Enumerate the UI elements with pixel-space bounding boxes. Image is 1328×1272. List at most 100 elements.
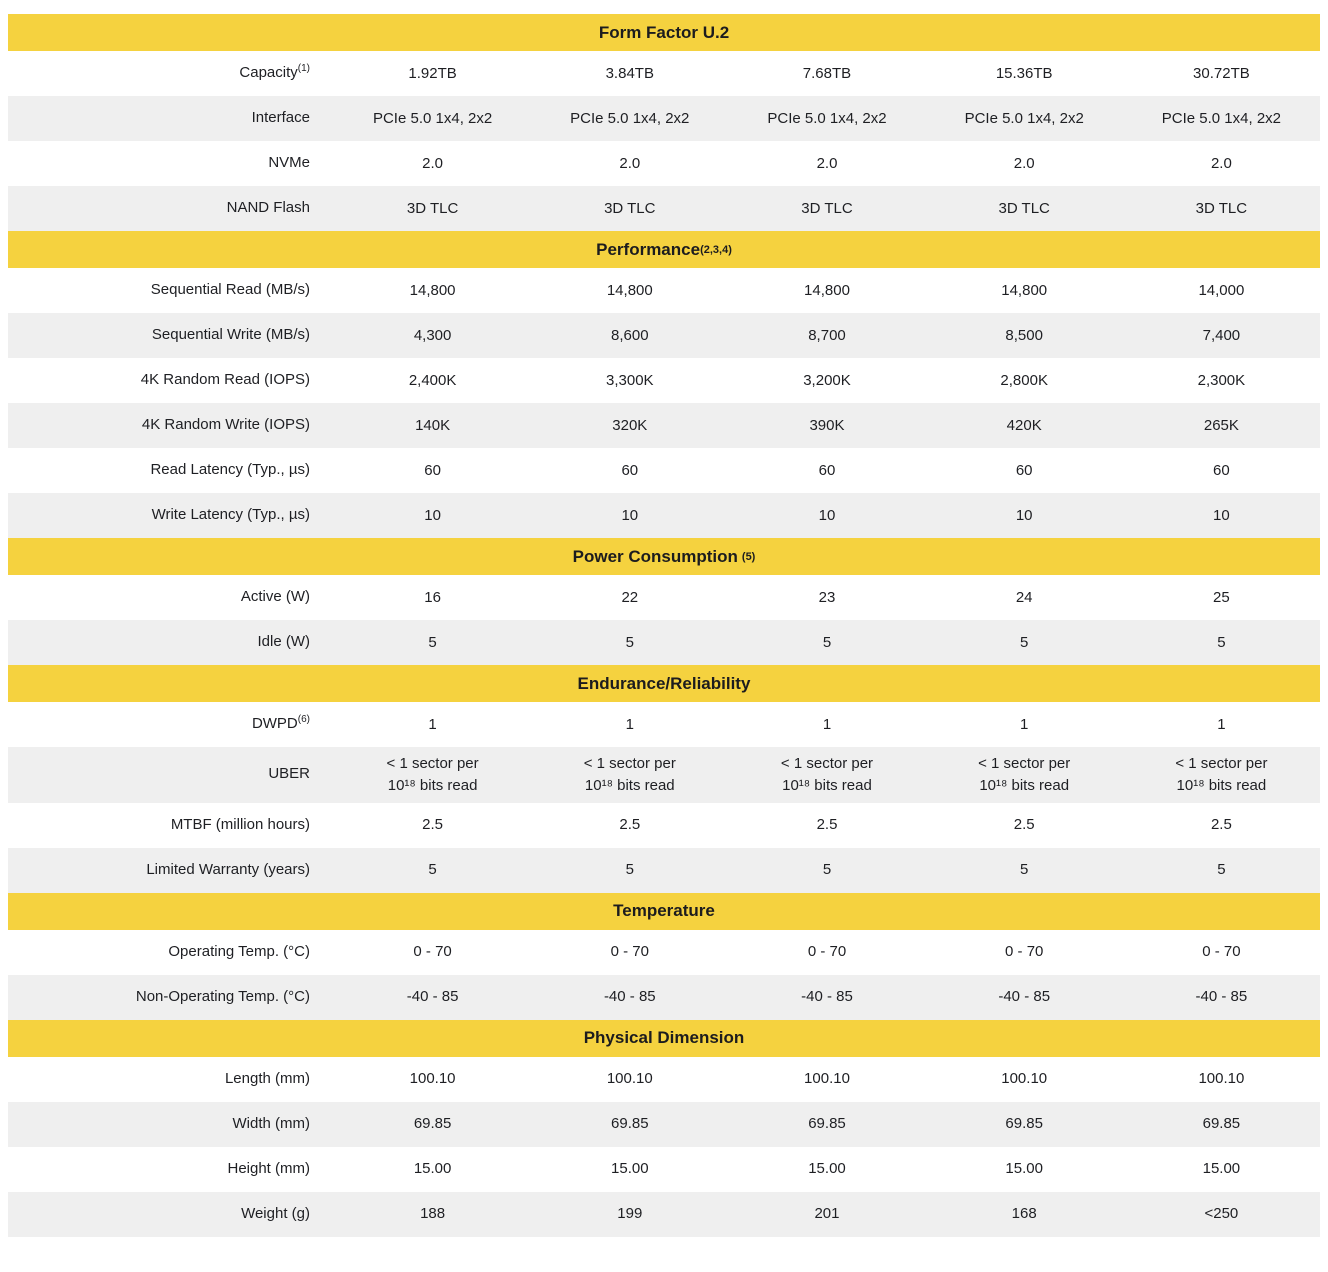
- spec-value: 2.0: [1013, 154, 1035, 172]
- spec-value: 69.85: [1005, 1115, 1043, 1133]
- row-label: Read Latency (Typ., µs): [8, 461, 334, 480]
- spec-value: 2.5: [619, 816, 641, 834]
- row-label-text: Length (mm): [224, 1069, 310, 1087]
- row-label-text: NVMe: [268, 154, 310, 172]
- spec-value: 69.85: [808, 1115, 846, 1133]
- row-label: DWPD(6): [8, 715, 334, 734]
- section-header: Power Consumption (5): [8, 538, 1320, 575]
- spec-value: 100.10: [1198, 1070, 1245, 1088]
- spec-value: 8,600: [611, 326, 649, 344]
- spec-value: 5: [625, 861, 634, 879]
- spec-value: 24: [1015, 588, 1033, 606]
- spec-value: PCIe 5.0 1x4, 2x2: [1161, 109, 1282, 127]
- spec-value: 10: [621, 506, 639, 524]
- spec-value: 5: [822, 861, 832, 879]
- spec-value: 140K: [415, 416, 451, 434]
- row-label-text: Read Latency (Typ., µs): [150, 461, 310, 479]
- spec-row: NVMe 2.0 2.0 2.0 2.0 2.0: [8, 141, 1320, 186]
- spec-value: 0 - 70: [1005, 943, 1044, 961]
- row-label: MTBF (million hours): [8, 816, 334, 835]
- spec-value: 7,400: [1202, 326, 1241, 344]
- spec-value: 2.5: [1013, 816, 1035, 834]
- spec-value: 15.00: [1005, 1160, 1043, 1178]
- spec-value: 14,800: [606, 281, 653, 299]
- row-label-text: Width (mm): [232, 1114, 311, 1132]
- spec-value: 0 - 70: [610, 943, 649, 961]
- row-label: Width (mm): [8, 1115, 334, 1134]
- section-title: Power Consumption: [572, 546, 738, 566]
- row-label-text: DWPD: [251, 715, 298, 733]
- spec-row: Height (mm) 15.00 15.00 15.00 15.00 15.00: [8, 1146, 1320, 1192]
- spec-row: Width (mm) 69.85 69.85 69.85 69.85 69.85: [8, 1101, 1320, 1147]
- row-label-text: 4K Random Write (IOPS): [141, 416, 310, 434]
- spec-row: DWPD(6) 1 1 1 1 1: [8, 702, 1320, 747]
- spec-value: 2,800K: [1000, 371, 1048, 389]
- spec-value: 2.0: [422, 154, 444, 172]
- spec-value: 5: [428, 633, 437, 651]
- spec-value: < 1 sector per 10¹⁸ bits read: [978, 755, 1071, 794]
- spec-row: Sequential Read (MB/s) 14,800 14,800 14,800…: [8, 268, 1320, 313]
- spec-value: 3D TLC: [1195, 199, 1248, 217]
- row-label-text: Active (W): [240, 588, 310, 606]
- spec-value: 60: [424, 461, 441, 479]
- spec-value: 2,400K: [408, 371, 457, 389]
- spec-row: Idle (W) 5 5 5 5 5: [8, 620, 1320, 665]
- row-label-text: Capacity: [239, 64, 298, 82]
- spec-value: 3.84TB: [605, 64, 654, 82]
- spec-row: UBER < 1 sector per 10¹⁸ bits read < 1 sec…: [8, 747, 1320, 803]
- row-label-text: Sequential Write (MB/s): [151, 326, 310, 344]
- spec-value: 1: [822, 715, 832, 733]
- row-label: Capacity(1): [8, 64, 334, 83]
- spec-value: -40 - 85: [603, 988, 656, 1006]
- spec-row: Write Latency (Typ., µs) 10 10 10 10 10: [8, 493, 1320, 538]
- spec-row: 4K Random Read (IOPS) 2,400K 3,300K 3,200K 2…: [8, 358, 1320, 403]
- spec-value: 14,800: [409, 281, 456, 299]
- spec-value: 390K: [809, 416, 845, 434]
- spec-value: 201: [814, 1205, 840, 1223]
- row-label: Idle (W): [8, 633, 334, 652]
- spec-row: Read Latency (Typ., µs) 60 60 60 60 60: [8, 448, 1320, 493]
- row-label-text: Sequential Read (MB/s): [150, 281, 310, 299]
- spec-value: 15.00: [808, 1160, 846, 1178]
- spec-row: Length (mm) 100.10 100.10 100.10 100.10 100.1…: [8, 1056, 1320, 1102]
- spec-value: 25: [1213, 588, 1230, 606]
- spec-value: 14,000: [1198, 281, 1245, 299]
- row-label: Length (mm): [8, 1070, 334, 1089]
- row-label: 4K Random Read (IOPS): [8, 371, 334, 390]
- row-label-superscript: (6): [297, 714, 310, 726]
- spec-value: 5: [822, 633, 832, 651]
- spec-value: 1: [1020, 715, 1029, 733]
- row-label-text: MTBF (million hours): [170, 815, 310, 833]
- spec-value: 14,800: [804, 281, 850, 299]
- spec-row: NAND Flash 3D TLC 3D TLC 3D TLC 3D TLC 3D TLC: [8, 186, 1320, 231]
- spec-value: 5: [625, 633, 634, 651]
- section-header: Temperature: [8, 892, 1320, 930]
- section-title: Temperature: [613, 901, 715, 920]
- spec-value: -40 - 85: [1195, 988, 1248, 1006]
- spec-value: PCIe 5.0 1x4, 2x2: [570, 109, 690, 127]
- row-label: Height (mm): [8, 1160, 334, 1179]
- spec-value: < 1 sector per 10¹⁸ bits read: [583, 755, 676, 794]
- row-label: Active (W): [8, 588, 334, 607]
- spec-value: 8,500: [1005, 326, 1043, 344]
- spec-value: 1: [1217, 715, 1226, 733]
- spec-value: 7.68TB: [802, 64, 852, 82]
- spec-row: Capacity(1) 1.92TB 3.84TB 7.68TB 15.36TB 30.7…: [8, 51, 1320, 96]
- spec-value: 10: [424, 506, 441, 524]
- spec-value: 2.5: [816, 816, 838, 834]
- row-label: NVMe: [8, 154, 334, 173]
- row-label: 4K Random Write (IOPS): [8, 416, 334, 435]
- spec-value: 30.72TB: [1193, 64, 1250, 82]
- spec-value: 5: [1217, 633, 1226, 651]
- spec-value: 10: [818, 506, 836, 524]
- spec-value: 15.00: [611, 1160, 649, 1178]
- row-label: Sequential Write (MB/s): [8, 326, 334, 345]
- spec-value: 2.0: [1210, 154, 1232, 172]
- spec-value: -40 - 85: [406, 988, 459, 1006]
- row-label: Weight (g): [8, 1205, 334, 1224]
- row-label-text: Interface: [251, 109, 310, 127]
- spec-value: 3D TLC: [801, 199, 853, 217]
- spec-value: 2.0: [816, 154, 838, 172]
- row-label-text: Operating Temp. (°C): [168, 942, 310, 960]
- spec-value: 16: [424, 588, 441, 606]
